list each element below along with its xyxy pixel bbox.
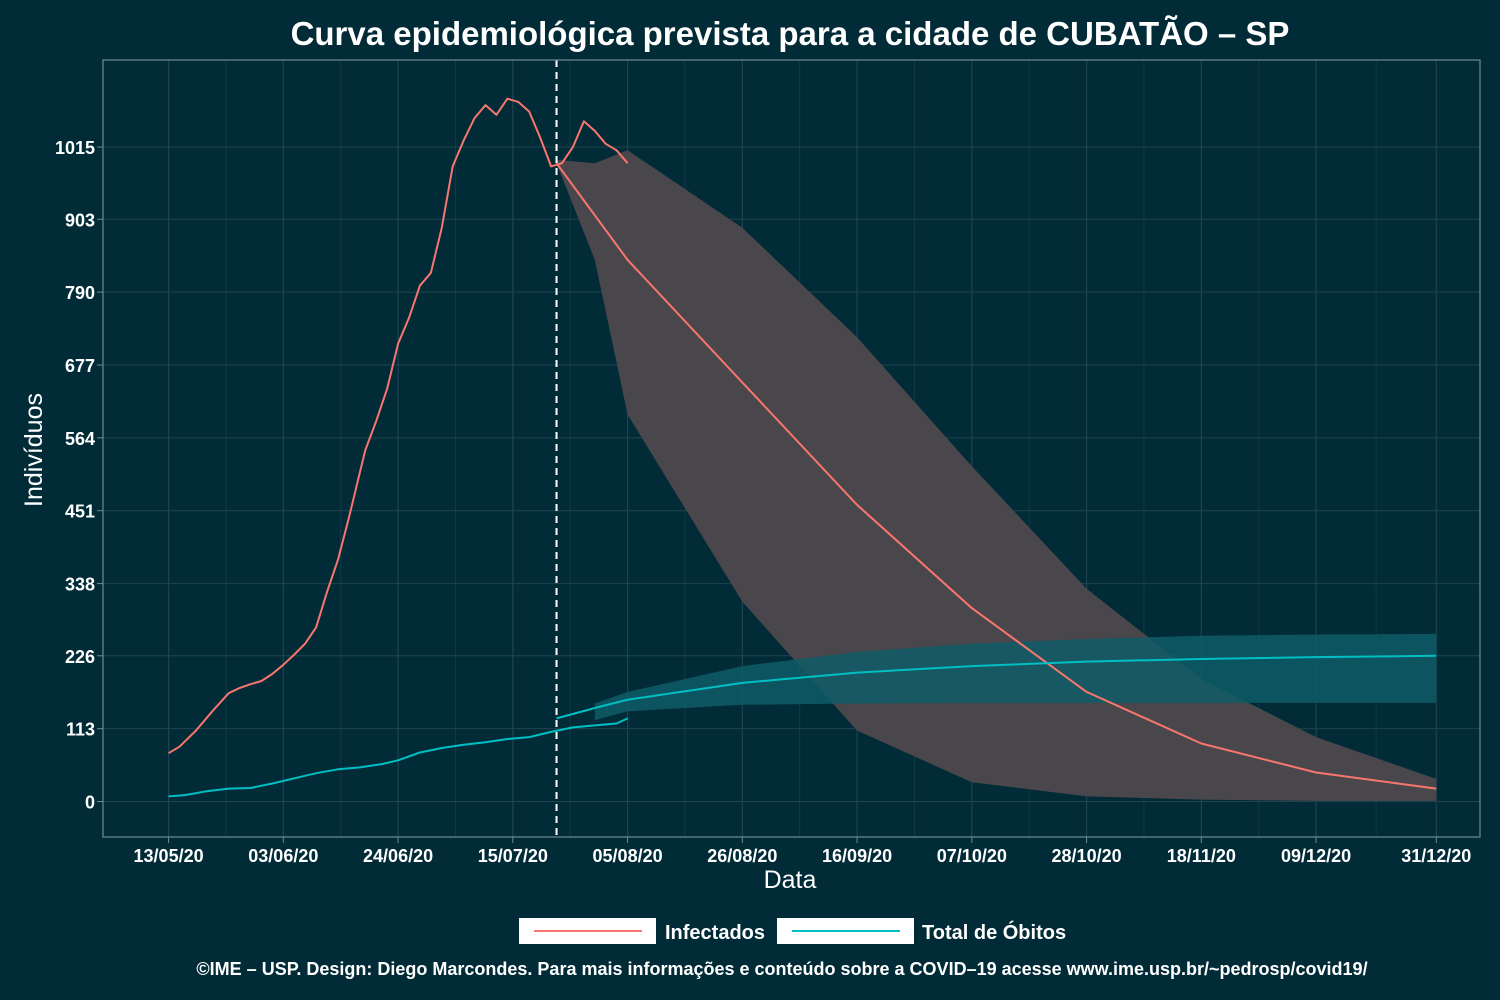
series-lines (168, 97, 1437, 798)
x-axis: 13/05/20 03/06/20 24/06/20 15/07/20 05/08/20… (134, 837, 1471, 866)
obitos-observed-line (168, 717, 629, 798)
y-tick-label: 790 (65, 283, 95, 303)
y-axis: 0 113 226 338 451 564 677 790 903 1015 (55, 138, 103, 813)
x-tick-label: 28/10/20 (1052, 846, 1122, 866)
x-tick-label: 09/12/20 (1281, 846, 1351, 866)
chart-title: Curva epidemiológica prevista para a cid… (291, 15, 1290, 52)
obitos-forecast-line (556, 654, 1437, 720)
legend: Infectados Total de Óbitos (519, 918, 1066, 944)
legend-label-obitos: Total de Óbitos (922, 920, 1066, 944)
y-tick-label: 338 (65, 575, 95, 595)
x-tick-label: 26/08/20 (707, 846, 777, 866)
y-tick-label: 564 (65, 429, 95, 449)
footer-caption: ©IME – USP. Design: Diego Marcondes. Par… (196, 959, 1367, 979)
y-tick-label: 226 (65, 647, 95, 667)
x-tick-label: 24/06/20 (363, 846, 433, 866)
x-tick-label: 16/09/20 (822, 846, 892, 866)
infectados-forecast-band (556, 150, 1437, 801)
x-tick-label: 18/11/20 (1167, 846, 1236, 866)
plot-border (102, 59, 1481, 838)
confidence-bands (556, 150, 1437, 801)
y-axis-title: Indivíduos (20, 393, 48, 507)
y-tick-label: 451 (65, 502, 95, 522)
x-axis-title: Data (764, 866, 817, 894)
y-tick-label: 677 (65, 356, 95, 376)
legend-label-infectados: Infectados (665, 922, 765, 944)
infectados-forecast-line (555, 162, 1437, 790)
obitos-forecast-band (594, 633, 1437, 721)
y-tick-label: 903 (65, 210, 95, 230)
infectados-observed-line (168, 97, 629, 755)
x-tick-label: 13/05/20 (134, 846, 204, 866)
y-tick-label: 1015 (55, 138, 95, 158)
y-tick-label: 113 (66, 720, 95, 740)
y-tick-label: 0 (85, 793, 95, 813)
x-tick-label: 05/08/20 (593, 846, 663, 866)
x-tick-label: 15/07/20 (478, 846, 548, 866)
x-tick-label: 03/06/20 (248, 846, 318, 866)
x-tick-label: 31/12/20 (1401, 846, 1471, 866)
x-tick-label: 07/10/20 (937, 846, 1007, 866)
